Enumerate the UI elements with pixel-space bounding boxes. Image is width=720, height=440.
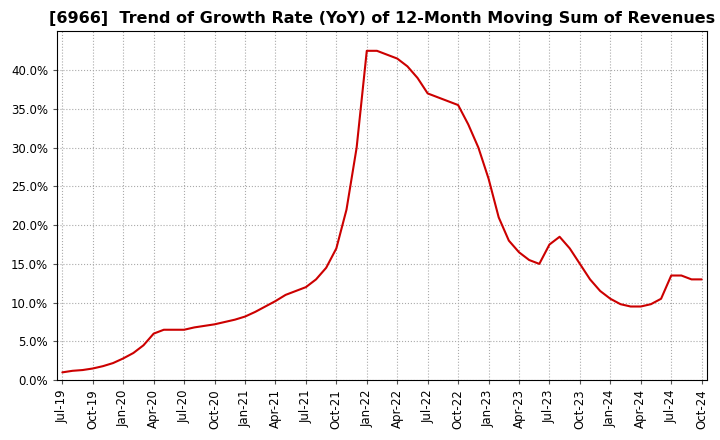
Title: [6966]  Trend of Growth Rate (YoY) of 12-Month Moving Sum of Revenues: [6966] Trend of Growth Rate (YoY) of 12-… xyxy=(49,11,715,26)
